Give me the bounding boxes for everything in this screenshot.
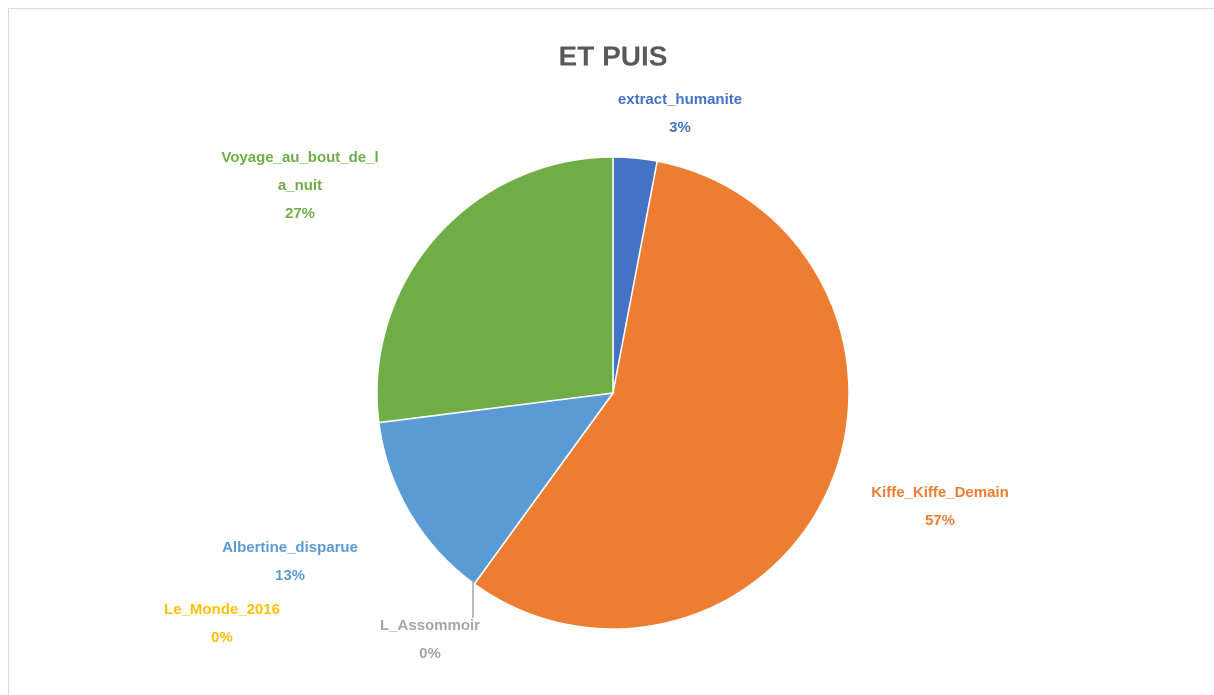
category-label: Le_Monde_2016 — [164, 601, 280, 618]
category-label: extract_humanite — [617, 91, 743, 108]
data-label: Le_Monde_2016 0% — [164, 596, 280, 652]
pie-slice — [378, 392, 615, 585]
percent-label: 0% — [211, 629, 233, 646]
percent-label: 3% — [669, 119, 691, 136]
pie-slice — [376, 156, 614, 424]
data-label: Voyage_au_bout_de_la_nuit 27% — [220, 144, 380, 228]
category-label: Kiffe_Kiffe_Demain — [871, 484, 1009, 501]
percent-label: 27% — [284, 205, 316, 222]
percent-label: 13% — [274, 567, 306, 584]
category-label: Voyage_au_bout_de_la_nuit — [221, 149, 379, 194]
category-label: Albertine_disparue — [222, 539, 358, 556]
percent-label: 0% — [419, 645, 441, 662]
data-label: Kiffe_Kiffe_Demain 57% — [871, 479, 1009, 535]
percent-label: 57% — [924, 512, 956, 529]
data-label: L_Assommoir 0% — [380, 612, 480, 668]
data-label: extract_humanite 3% — [618, 86, 742, 142]
chart-title: ET PUIS — [559, 40, 668, 71]
chart-border — [8, 8, 1214, 695]
category-label: L_Assommoir — [379, 617, 481, 634]
data-label: Albertine_disparue 13% — [222, 534, 358, 590]
pie-slice — [473, 160, 850, 630]
